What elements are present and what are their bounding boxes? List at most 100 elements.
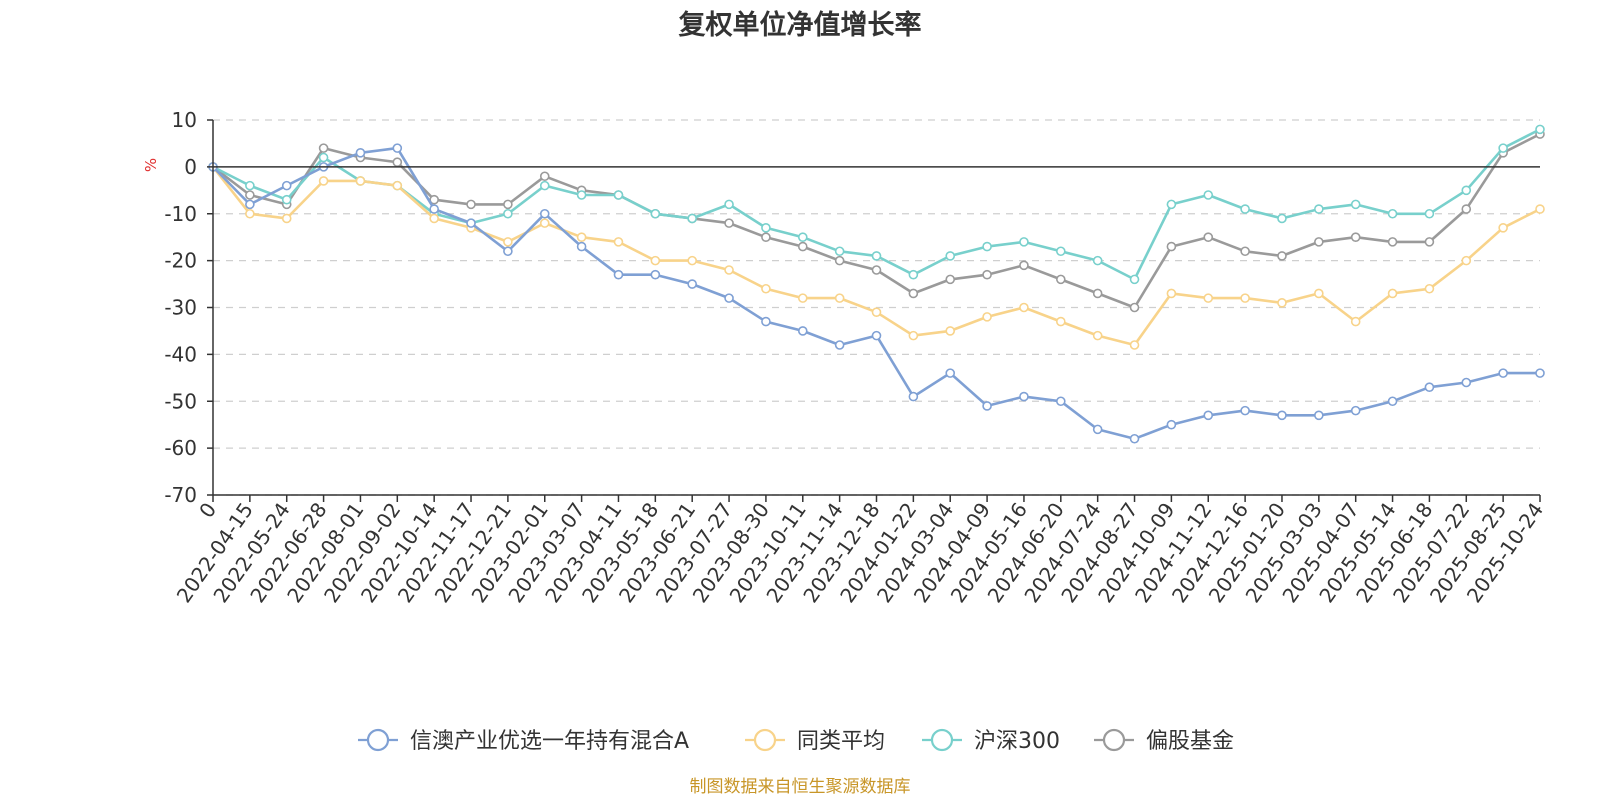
series-line bbox=[212, 132, 1541, 309]
y-tick-label: -70 bbox=[164, 483, 197, 507]
legend-item[interactable]: 同类平均 bbox=[745, 728, 885, 754]
data-point bbox=[1424, 283, 1435, 294]
series-沪深300 bbox=[208, 124, 1545, 285]
data-point bbox=[392, 143, 403, 153]
legend-item[interactable]: 偏股基金 bbox=[1094, 728, 1234, 754]
data-point bbox=[1314, 204, 1324, 214]
data-point bbox=[539, 208, 550, 219]
data-point bbox=[982, 269, 992, 280]
data-point bbox=[613, 190, 624, 200]
data-point bbox=[1350, 316, 1361, 327]
data-point bbox=[392, 157, 403, 167]
data-point bbox=[834, 293, 845, 303]
legend-item[interactable]: 沪深300 bbox=[922, 728, 1060, 754]
data-point bbox=[429, 194, 439, 205]
data-point bbox=[1056, 316, 1066, 327]
data-point bbox=[650, 269, 661, 280]
data-point bbox=[245, 208, 255, 219]
data-point bbox=[1314, 410, 1324, 421]
legend-item[interactable]: 信澳产业优选一年持有混合A bbox=[358, 728, 689, 754]
legend-label: 偏股基金 bbox=[1146, 729, 1234, 754]
data-point bbox=[1166, 419, 1177, 430]
y-tick-label: -20 bbox=[164, 249, 197, 273]
data-point bbox=[908, 330, 919, 341]
data-point bbox=[281, 180, 292, 191]
data-point bbox=[724, 199, 734, 210]
data-point bbox=[503, 246, 513, 257]
y-tick-labels: 10 0 -10 -20 -30 -40 -50 -60 -70 bbox=[164, 108, 197, 507]
data-point bbox=[871, 251, 882, 261]
data-point bbox=[1387, 288, 1398, 299]
data-point bbox=[1092, 330, 1103, 341]
data-point bbox=[1092, 288, 1103, 299]
y-tick-label: -10 bbox=[164, 202, 197, 226]
data-point bbox=[613, 237, 624, 247]
data-point bbox=[1461, 377, 1472, 388]
data-point bbox=[834, 340, 845, 350]
data-point bbox=[687, 279, 697, 289]
data-point bbox=[871, 307, 882, 317]
data-point bbox=[1203, 232, 1214, 242]
data-point bbox=[1240, 293, 1250, 303]
data-point bbox=[982, 241, 992, 252]
data-point bbox=[1424, 382, 1435, 392]
series-同类平均 bbox=[208, 162, 1545, 350]
data-point bbox=[908, 391, 919, 402]
series-layer bbox=[208, 124, 1545, 444]
data-point bbox=[1498, 368, 1508, 378]
data-point bbox=[1461, 204, 1472, 214]
data-point bbox=[1129, 274, 1140, 285]
data-point bbox=[1129, 433, 1140, 444]
data-point bbox=[1240, 204, 1250, 214]
data-point bbox=[245, 190, 255, 200]
legend[interactable]: 信澳产业优选一年持有混合A 同类平均 沪深300 偏股基金 bbox=[358, 728, 1234, 754]
data-point bbox=[1019, 237, 1029, 247]
data-point bbox=[761, 223, 771, 233]
data-point bbox=[797, 232, 808, 242]
legend-label: 沪深300 bbox=[974, 729, 1060, 754]
data-point bbox=[576, 232, 587, 242]
series-line bbox=[212, 146, 1540, 441]
data-point bbox=[1092, 255, 1103, 266]
y-tick-label: -50 bbox=[164, 389, 197, 413]
data-point bbox=[761, 232, 771, 242]
data-point bbox=[1277, 298, 1287, 308]
series-偏股基金 bbox=[208, 129, 1545, 313]
data-point bbox=[871, 330, 882, 341]
legend-marker-icon bbox=[366, 728, 390, 752]
series-信澳产业优选一年持有混合A bbox=[208, 143, 1545, 444]
data-point bbox=[650, 255, 661, 266]
data-point bbox=[1387, 208, 1398, 219]
data-point bbox=[281, 194, 292, 205]
data-point bbox=[539, 218, 550, 228]
data-point bbox=[1277, 410, 1287, 421]
data-point bbox=[687, 213, 697, 224]
legend-marker-icon bbox=[1102, 728, 1126, 752]
data-point bbox=[355, 176, 366, 186]
y-tick-label: -60 bbox=[164, 436, 197, 460]
data-point bbox=[871, 265, 882, 275]
data-point bbox=[613, 269, 624, 280]
data-point bbox=[1277, 213, 1287, 224]
data-point bbox=[245, 199, 255, 210]
data-point bbox=[687, 255, 697, 266]
data-point bbox=[908, 269, 919, 280]
data-point bbox=[834, 255, 845, 266]
y-tick-label: -30 bbox=[164, 296, 197, 320]
data-point bbox=[1056, 246, 1066, 257]
data-point bbox=[1350, 405, 1361, 416]
data-point bbox=[1498, 223, 1508, 233]
data-point bbox=[466, 199, 476, 210]
data-point bbox=[1129, 340, 1140, 350]
data-point bbox=[503, 199, 513, 210]
data-point bbox=[1203, 190, 1214, 200]
data-point bbox=[245, 180, 255, 191]
y-tick-label: -40 bbox=[164, 342, 197, 366]
data-point bbox=[1056, 274, 1066, 285]
data-point bbox=[1498, 143, 1508, 153]
data-point bbox=[539, 180, 550, 191]
data-point bbox=[797, 326, 808, 336]
data-point bbox=[318, 176, 329, 186]
x-tick-label: 0 bbox=[194, 498, 221, 522]
